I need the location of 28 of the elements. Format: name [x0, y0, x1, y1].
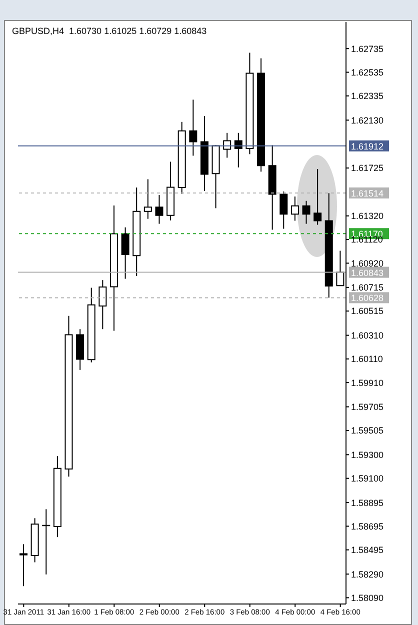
- y-tick-label: 1.61320: [351, 211, 384, 222]
- y-tick-label: 1.58090: [351, 592, 384, 603]
- y-tick-label: 1.62535: [351, 67, 384, 78]
- y-tick-label: 1.60515: [351, 306, 384, 316]
- y-tick-label: 1.62335: [351, 91, 384, 102]
- y-tick-label: 1.59300: [351, 450, 384, 460]
- chart-subtitle: 1.60730 1.61025 1.60729 1.60843: [69, 26, 207, 36]
- y-tick-label: 1.58290: [351, 569, 384, 580]
- chart-title: GBPUSD,H4: [12, 26, 64, 36]
- y-tick-label: 1.59100: [351, 474, 384, 484]
- y-tick-label: 1.60110: [351, 354, 383, 364]
- ref-line-label: 1.60843: [351, 268, 384, 278]
- y-tick-label: 1.62735: [351, 44, 384, 54]
- y-tick-label: 1.58695: [351, 521, 384, 532]
- ref-line-label: 1.61912: [351, 141, 384, 152]
- y-tick-label: 1.61725: [351, 163, 384, 174]
- y-tick-label: 1.60715: [351, 282, 384, 293]
- y-tick-label: 1.59910: [351, 378, 384, 388]
- y-tick-label: 1.60310: [351, 330, 384, 340]
- candlestick: [20, 544, 28, 586]
- y-tick-label: 1.60920: [351, 258, 384, 268]
- y-tick-label: 1.59505: [351, 426, 384, 436]
- y-tick-label: 1.58895: [351, 498, 384, 508]
- y-tick-label: 1.62130: [351, 115, 384, 126]
- y-tick-label: 1.58495: [351, 545, 384, 556]
- ref-line-label: 1.61514: [351, 188, 384, 198]
- ref-line-label: 1.60628: [351, 293, 384, 304]
- y-tick-label: 1.59705: [351, 402, 384, 412]
